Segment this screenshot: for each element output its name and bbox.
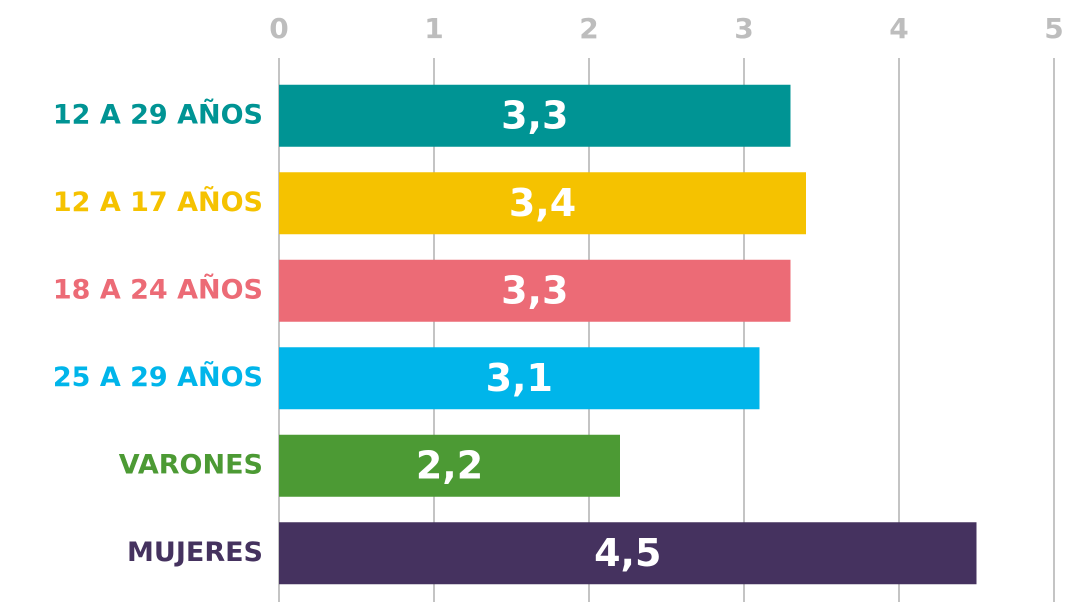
bar xyxy=(279,347,760,410)
value-label: 3,1 xyxy=(486,356,553,400)
x-tick-label: 2 xyxy=(579,12,598,45)
category-label: VARONES xyxy=(119,449,263,480)
bar xyxy=(279,172,806,235)
x-tick-label: 1 xyxy=(424,12,443,45)
value-label: 3,3 xyxy=(501,93,568,137)
category-label: MUJERES xyxy=(127,537,263,568)
value-label: 3,4 xyxy=(509,181,576,225)
value-label: 2,2 xyxy=(416,443,483,487)
bar xyxy=(279,522,977,585)
bar xyxy=(279,434,620,497)
category-label: 18 A 24 AÑOS xyxy=(53,273,263,305)
value-label: 3,3 xyxy=(501,268,568,312)
x-tick-label: 4 xyxy=(889,12,908,45)
x-tick-label: 3 xyxy=(734,12,753,45)
category-label: 12 A 17 AÑOS xyxy=(53,186,263,218)
bar xyxy=(279,259,791,322)
category-label: 12 A 29 AÑOS xyxy=(53,98,263,130)
category-label: 25 A 29 AÑOS xyxy=(53,361,263,393)
value-label: 4,5 xyxy=(594,531,661,575)
x-tick-label: 0 xyxy=(269,12,288,45)
x-tick-label: 5 xyxy=(1044,12,1063,45)
bar xyxy=(279,84,791,147)
